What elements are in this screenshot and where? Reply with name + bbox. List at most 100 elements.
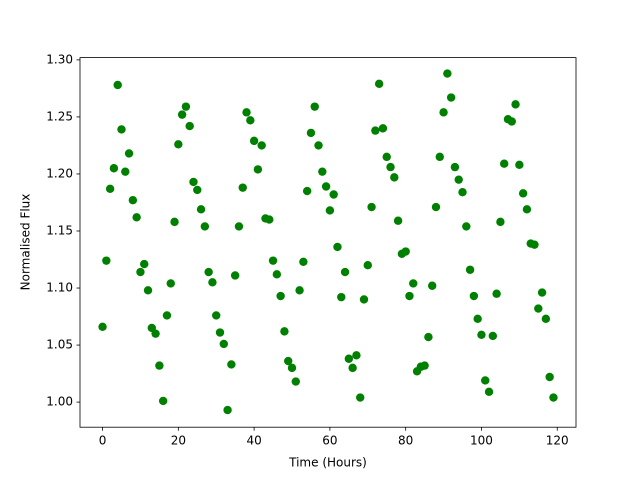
point (401, 247, 410, 256)
point (166, 279, 175, 288)
point (469, 291, 479, 301)
point (302, 186, 312, 196)
point (113, 80, 122, 90)
point (287, 363, 297, 373)
point (249, 136, 259, 146)
point (363, 261, 372, 270)
point (359, 295, 369, 304)
point (117, 125, 126, 134)
point (291, 377, 300, 386)
x-axis-label: Time (Hours) (288, 456, 367, 470)
point (219, 339, 228, 349)
point (272, 270, 282, 279)
point (102, 256, 111, 265)
point (238, 183, 247, 192)
point (337, 292, 346, 302)
point (511, 100, 520, 109)
point (367, 202, 376, 212)
point (518, 189, 528, 198)
point (204, 267, 213, 277)
point (212, 311, 221, 320)
point (246, 116, 255, 125)
point (257, 141, 266, 150)
point (193, 185, 202, 195)
point (321, 182, 331, 191)
point (158, 396, 168, 406)
point (465, 265, 475, 274)
y-tick-label: 1.05 (46, 338, 73, 352)
point (439, 108, 448, 117)
point (234, 222, 244, 231)
point (454, 175, 463, 184)
point (265, 215, 274, 224)
x-tick-label: 100 (470, 434, 493, 448)
x-tick-label: 20 (171, 434, 186, 448)
axes-frame (79, 57, 577, 428)
point (477, 330, 486, 339)
point (344, 354, 354, 363)
point (329, 190, 338, 199)
point (196, 205, 206, 214)
point (424, 332, 433, 342)
point (268, 256, 278, 265)
point (450, 162, 460, 172)
point (310, 102, 319, 111)
point (462, 222, 471, 231)
point (515, 160, 524, 170)
point (386, 162, 395, 172)
point (177, 110, 187, 119)
point (390, 173, 399, 182)
point (162, 311, 172, 320)
point (507, 117, 516, 126)
point (140, 259, 149, 269)
point (242, 108, 251, 117)
point (496, 217, 505, 227)
point (499, 159, 509, 168)
point (325, 206, 335, 215)
point (189, 177, 198, 187)
point (409, 279, 418, 288)
point (174, 140, 183, 149)
point (124, 149, 134, 158)
point (230, 271, 240, 280)
y-tick-label: 1.20 (46, 166, 73, 180)
point (522, 205, 532, 214)
x-tick-label: 120 (546, 434, 569, 448)
point (98, 322, 107, 332)
point (348, 363, 357, 373)
point (223, 405, 232, 415)
point (155, 361, 164, 370)
point (405, 291, 414, 301)
point (537, 288, 547, 297)
x-tick-label: 0 (99, 434, 107, 448)
point (446, 93, 456, 102)
point (492, 289, 501, 298)
point (151, 329, 160, 338)
point (541, 314, 551, 324)
point (215, 328, 225, 337)
point (393, 216, 403, 225)
point (530, 240, 539, 249)
point (318, 167, 327, 176)
point (371, 126, 380, 135)
point (484, 387, 494, 397)
point (378, 124, 388, 133)
point (128, 195, 138, 205)
point (295, 286, 304, 295)
point (132, 213, 141, 222)
point (121, 167, 130, 176)
point (253, 165, 263, 174)
point (185, 121, 194, 131)
point (443, 69, 452, 78)
point (435, 152, 444, 162)
point (545, 372, 554, 382)
y-tick-label: 1.00 (46, 395, 73, 409)
y-tick-label: 1.25 (46, 109, 73, 123)
point (227, 360, 236, 369)
y-tick-label: 1.10 (46, 281, 73, 295)
point (356, 393, 365, 402)
y-tick-label: 1.30 (46, 52, 73, 66)
point (488, 331, 498, 341)
y-axis-label: Normalised Flux (19, 194, 33, 291)
